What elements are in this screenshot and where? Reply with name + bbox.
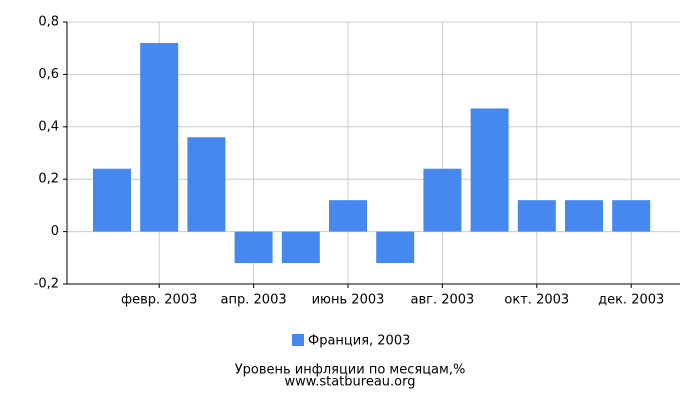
- bar: [423, 168, 462, 232]
- bar: [612, 200, 651, 232]
- x-tick-label: дек. 2003: [598, 293, 664, 308]
- bar: [140, 42, 179, 232]
- y-tick-label: 0: [51, 224, 59, 239]
- bar: [517, 200, 556, 232]
- chart-subtitle: www.statbureau.org: [285, 375, 416, 390]
- x-tick-label: окт. 2003: [504, 293, 569, 308]
- x-tick-label: апр. 2003: [221, 293, 287, 308]
- y-tick-label: -0,2: [34, 277, 59, 292]
- y-tick-label: 0,6: [38, 67, 59, 82]
- bar: [329, 200, 367, 232]
- y-tick-label: 0,8: [38, 15, 59, 30]
- bar: [187, 137, 226, 232]
- bar: [234, 231, 273, 264]
- legend-label: Франция, 2003: [308, 334, 410, 349]
- bar: [376, 231, 415, 264]
- chart-title: Уровень инфляции по месяцам,%: [235, 363, 466, 378]
- x-tick-label: июнь 2003: [312, 293, 385, 308]
- bar: [470, 108, 509, 232]
- x-tick-label: февр. 2003: [121, 293, 197, 308]
- y-tick-label: 0,2: [38, 172, 59, 187]
- bar: [565, 200, 603, 232]
- x-tick-label: авг. 2003: [410, 293, 474, 308]
- y-tick-label: 0,4: [38, 119, 59, 134]
- bar: [281, 231, 320, 264]
- bar: [93, 168, 131, 232]
- legend-swatch: [292, 334, 304, 346]
